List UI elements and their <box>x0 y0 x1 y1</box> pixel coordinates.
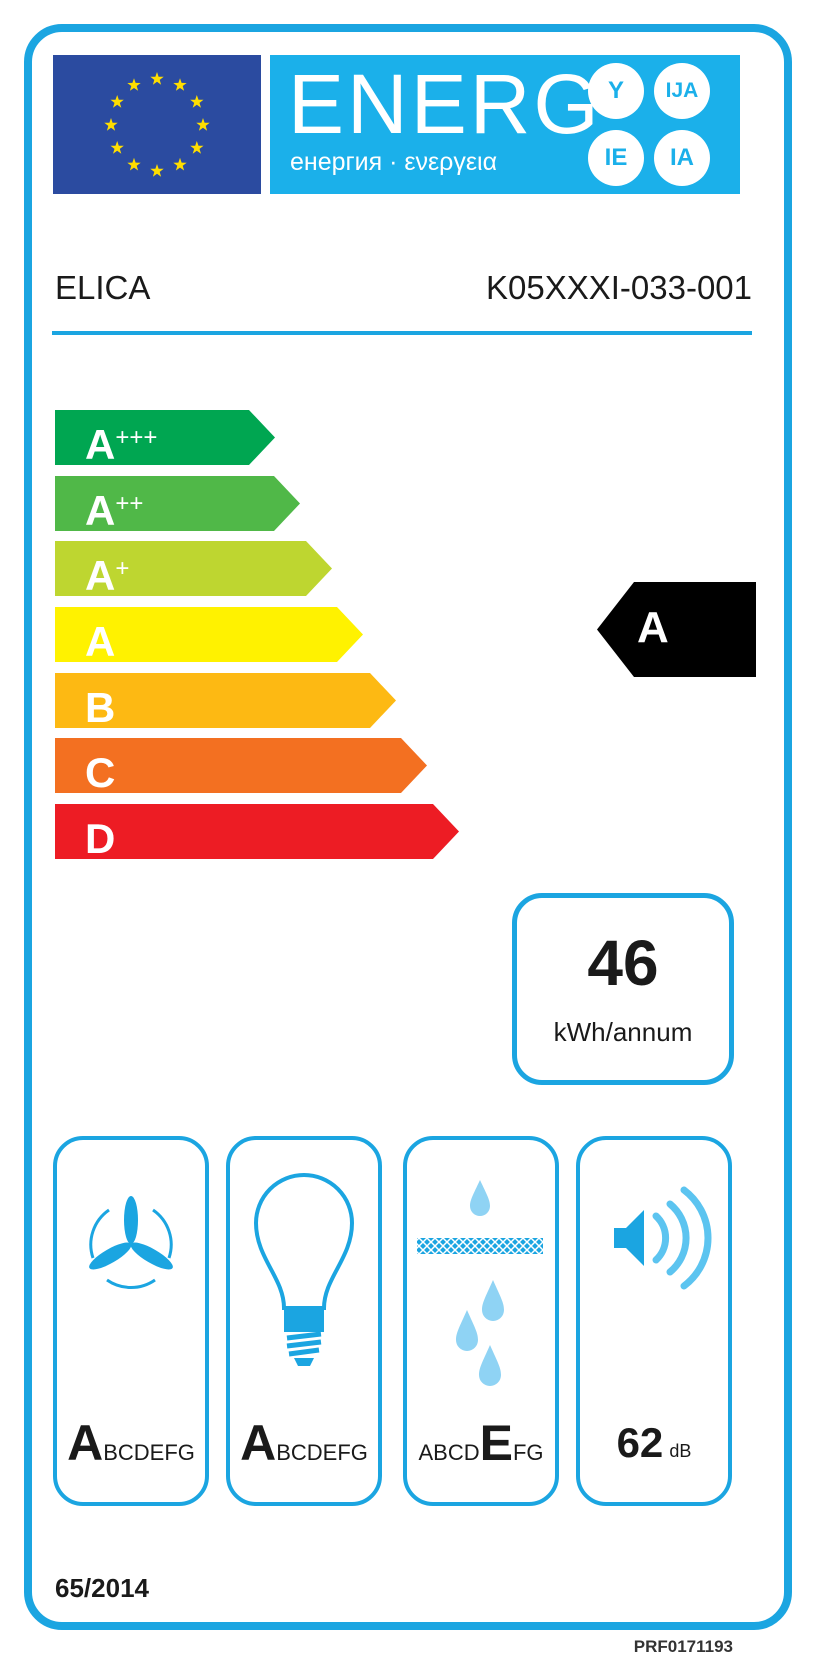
brand-name: ELICA <box>55 269 151 306</box>
star-icon <box>190 141 204 154</box>
suffix-badge: IE <box>588 130 644 186</box>
fan-efficiency-box: ABCDEFG <box>53 1136 209 1506</box>
energy-class-bar: A+++ <box>55 410 275 465</box>
consumption-unit: kWh/annum <box>553 1017 693 1047</box>
energy-class-bar: C <box>55 738 427 793</box>
star-icon <box>110 141 124 154</box>
noise-level: 62 dB <box>616 1419 692 1466</box>
star-icon <box>127 78 141 91</box>
star-icon <box>104 118 118 131</box>
energy-class-bar: A <box>55 607 363 662</box>
star-icon <box>196 118 210 131</box>
energy-header: ENERG енергия · ενεργεια Y IJA IE IA <box>270 55 740 194</box>
model-number: K05XXXI-033-001 <box>485 269 752 306</box>
light-bulb-icon <box>253 1173 355 1366</box>
suffix-badge: IJA <box>654 63 710 119</box>
regulation-number: 65/2014 <box>55 1573 149 1603</box>
noise-box: 62 dB <box>576 1136 732 1506</box>
lighting-efficiency-box: ABCDEFG <box>226 1136 382 1506</box>
energy-class-bar: A+ <box>55 541 332 596</box>
suffix-badge: IA <box>654 130 710 186</box>
rating-letter: A <box>637 603 669 652</box>
consumption-value: 46 <box>587 927 659 999</box>
star-icon <box>110 95 124 108</box>
grease-class-scale: ABCDEFG <box>418 1415 544 1471</box>
consumption-box: 46 kWh/annum <box>512 893 734 1085</box>
energy-class-bar: B <box>55 673 396 728</box>
label-code: PRF0171193 <box>633 1637 733 1656</box>
grease-filter-icon <box>417 1180 543 1386</box>
speaker-noise-icon <box>614 1186 712 1290</box>
energy-word: ENERG <box>288 57 602 151</box>
star-icon <box>173 78 187 91</box>
energy-class-bar: D <box>55 804 459 859</box>
label-frame <box>24 24 792 1630</box>
eu-flag-icon <box>53 55 261 194</box>
star-icon <box>127 157 141 171</box>
fan-icon <box>89 1196 173 1290</box>
eu-stars <box>104 72 210 177</box>
fan-class-scale: ABCDEFG <box>67 1415 195 1471</box>
star-icon <box>190 95 204 108</box>
energy-class-bar: A++ <box>55 476 300 531</box>
star-icon <box>150 72 164 85</box>
star-icon <box>150 164 164 177</box>
lighting-class-scale: ABCDEFG <box>240 1415 368 1471</box>
energy-rating-arrow: A <box>597 582 756 677</box>
energy-subtitle: енергия · ενεργεια <box>290 148 498 176</box>
divider <box>52 331 752 335</box>
suffix-badge: Y <box>588 63 644 119</box>
star-icon <box>173 157 187 171</box>
grease-filter-box: ABCDEFG <box>403 1136 559 1506</box>
